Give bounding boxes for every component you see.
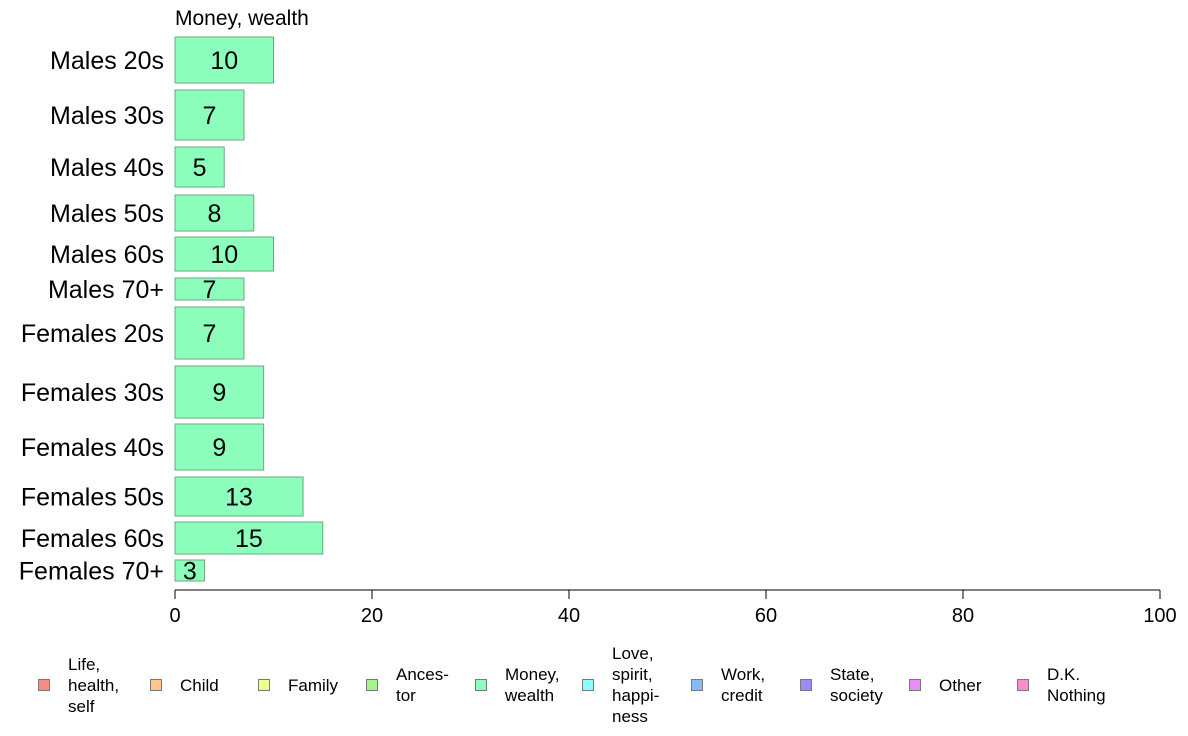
legend-swatch — [582, 679, 594, 691]
legend-swatch — [38, 679, 50, 691]
legend-swatch — [909, 679, 921, 691]
legend-item: Love, spirit, happi- ness — [582, 640, 659, 730]
category-label: Males 60s — [50, 241, 164, 269]
legend-label: Love, spirit, happi- ness — [612, 644, 660, 726]
bar-value-label: 5 — [193, 154, 207, 182]
legend-label: Money, wealth — [505, 665, 560, 705]
legend-label: State, society — [830, 665, 883, 705]
legend-item: Other — [909, 640, 982, 730]
legend-swatch — [258, 679, 270, 691]
legend-label: Ances- tor — [396, 665, 449, 705]
legend-item: D.K. Nothing — [1017, 640, 1106, 730]
bar — [174, 146, 225, 188]
bar — [174, 89, 245, 141]
legend-item: Ances- tor — [366, 640, 449, 730]
bar-value-label: 8 — [207, 200, 221, 228]
x-tick-label: 80 — [952, 605, 974, 627]
category-label: Males 40s — [50, 154, 164, 182]
bar — [174, 365, 265, 419]
bar — [174, 277, 245, 301]
legend-label: Work, credit — [721, 665, 766, 705]
bar — [174, 36, 274, 84]
bar-value-label: 7 — [203, 276, 217, 304]
category-label: Females 30s — [21, 379, 164, 407]
bar — [174, 306, 245, 360]
legend-item: Life, health, self — [38, 640, 119, 730]
legend-swatch — [366, 679, 378, 691]
category-label: Females 40s — [21, 434, 164, 462]
bar-value-label: 3 — [183, 558, 197, 586]
bar — [174, 559, 206, 582]
x-tick-label: 40 — [558, 605, 580, 627]
legend-item: State, society — [800, 640, 883, 730]
legend-label: Family — [288, 675, 339, 695]
bar — [174, 476, 304, 517]
x-axis: 0 20 40 60 80 100 — [169, 589, 1177, 627]
bar — [174, 423, 265, 471]
legend-label: Child — [180, 675, 219, 695]
category-label: Females 50s — [21, 484, 164, 512]
category-label: Males 50s — [50, 200, 164, 228]
bar-value-label: 7 — [203, 320, 217, 348]
legend: Life, health, self Child Family Ances- tor M… — [0, 640, 1188, 736]
bar-value-label: 9 — [212, 379, 226, 407]
bar — [174, 194, 255, 232]
legend-label: Life, health, self — [68, 654, 120, 716]
legend-label: D.K. Nothing — [1047, 665, 1106, 705]
bar — [174, 236, 274, 272]
bar-value-label: 9 — [212, 434, 226, 462]
bar-value-label: 10 — [210, 241, 238, 269]
x-tick-label: 100 — [1143, 605, 1176, 627]
category-label: Males 30s — [50, 102, 164, 130]
bar-value-label: 10 — [210, 47, 238, 75]
bars-group: Males 20s 10 Males 30s 7 Males 40s 5 Males 50s… — [19, 36, 324, 586]
category-label: Females 20s — [21, 320, 164, 348]
category-label: Males 70+ — [48, 276, 164, 304]
legend-item: Child — [150, 640, 219, 730]
legend-swatch — [800, 679, 812, 691]
legend-label: Other — [939, 675, 982, 695]
category-label: Females 60s — [21, 525, 164, 553]
bar-value-label: 15 — [235, 525, 263, 553]
legend-swatch — [150, 679, 162, 691]
legend-swatch — [691, 679, 703, 691]
x-tick-label: 60 — [755, 605, 777, 627]
x-tick-label: 0 — [169, 605, 180, 627]
legend-swatch — [1017, 679, 1029, 691]
x-tick-label: 20 — [361, 605, 383, 627]
category-label: Males 20s — [50, 47, 164, 75]
bar-value-label: 7 — [203, 102, 217, 130]
legend-item: Money, wealth — [475, 640, 560, 730]
legend-swatch — [475, 679, 487, 691]
bar-value-label: 13 — [225, 484, 253, 512]
bar — [174, 521, 324, 555]
category-label: Females 70+ — [19, 558, 164, 586]
chart-title: Money, wealth — [175, 7, 309, 30]
legend-item: Family — [258, 640, 338, 730]
legend-item: Work, credit — [691, 640, 765, 730]
